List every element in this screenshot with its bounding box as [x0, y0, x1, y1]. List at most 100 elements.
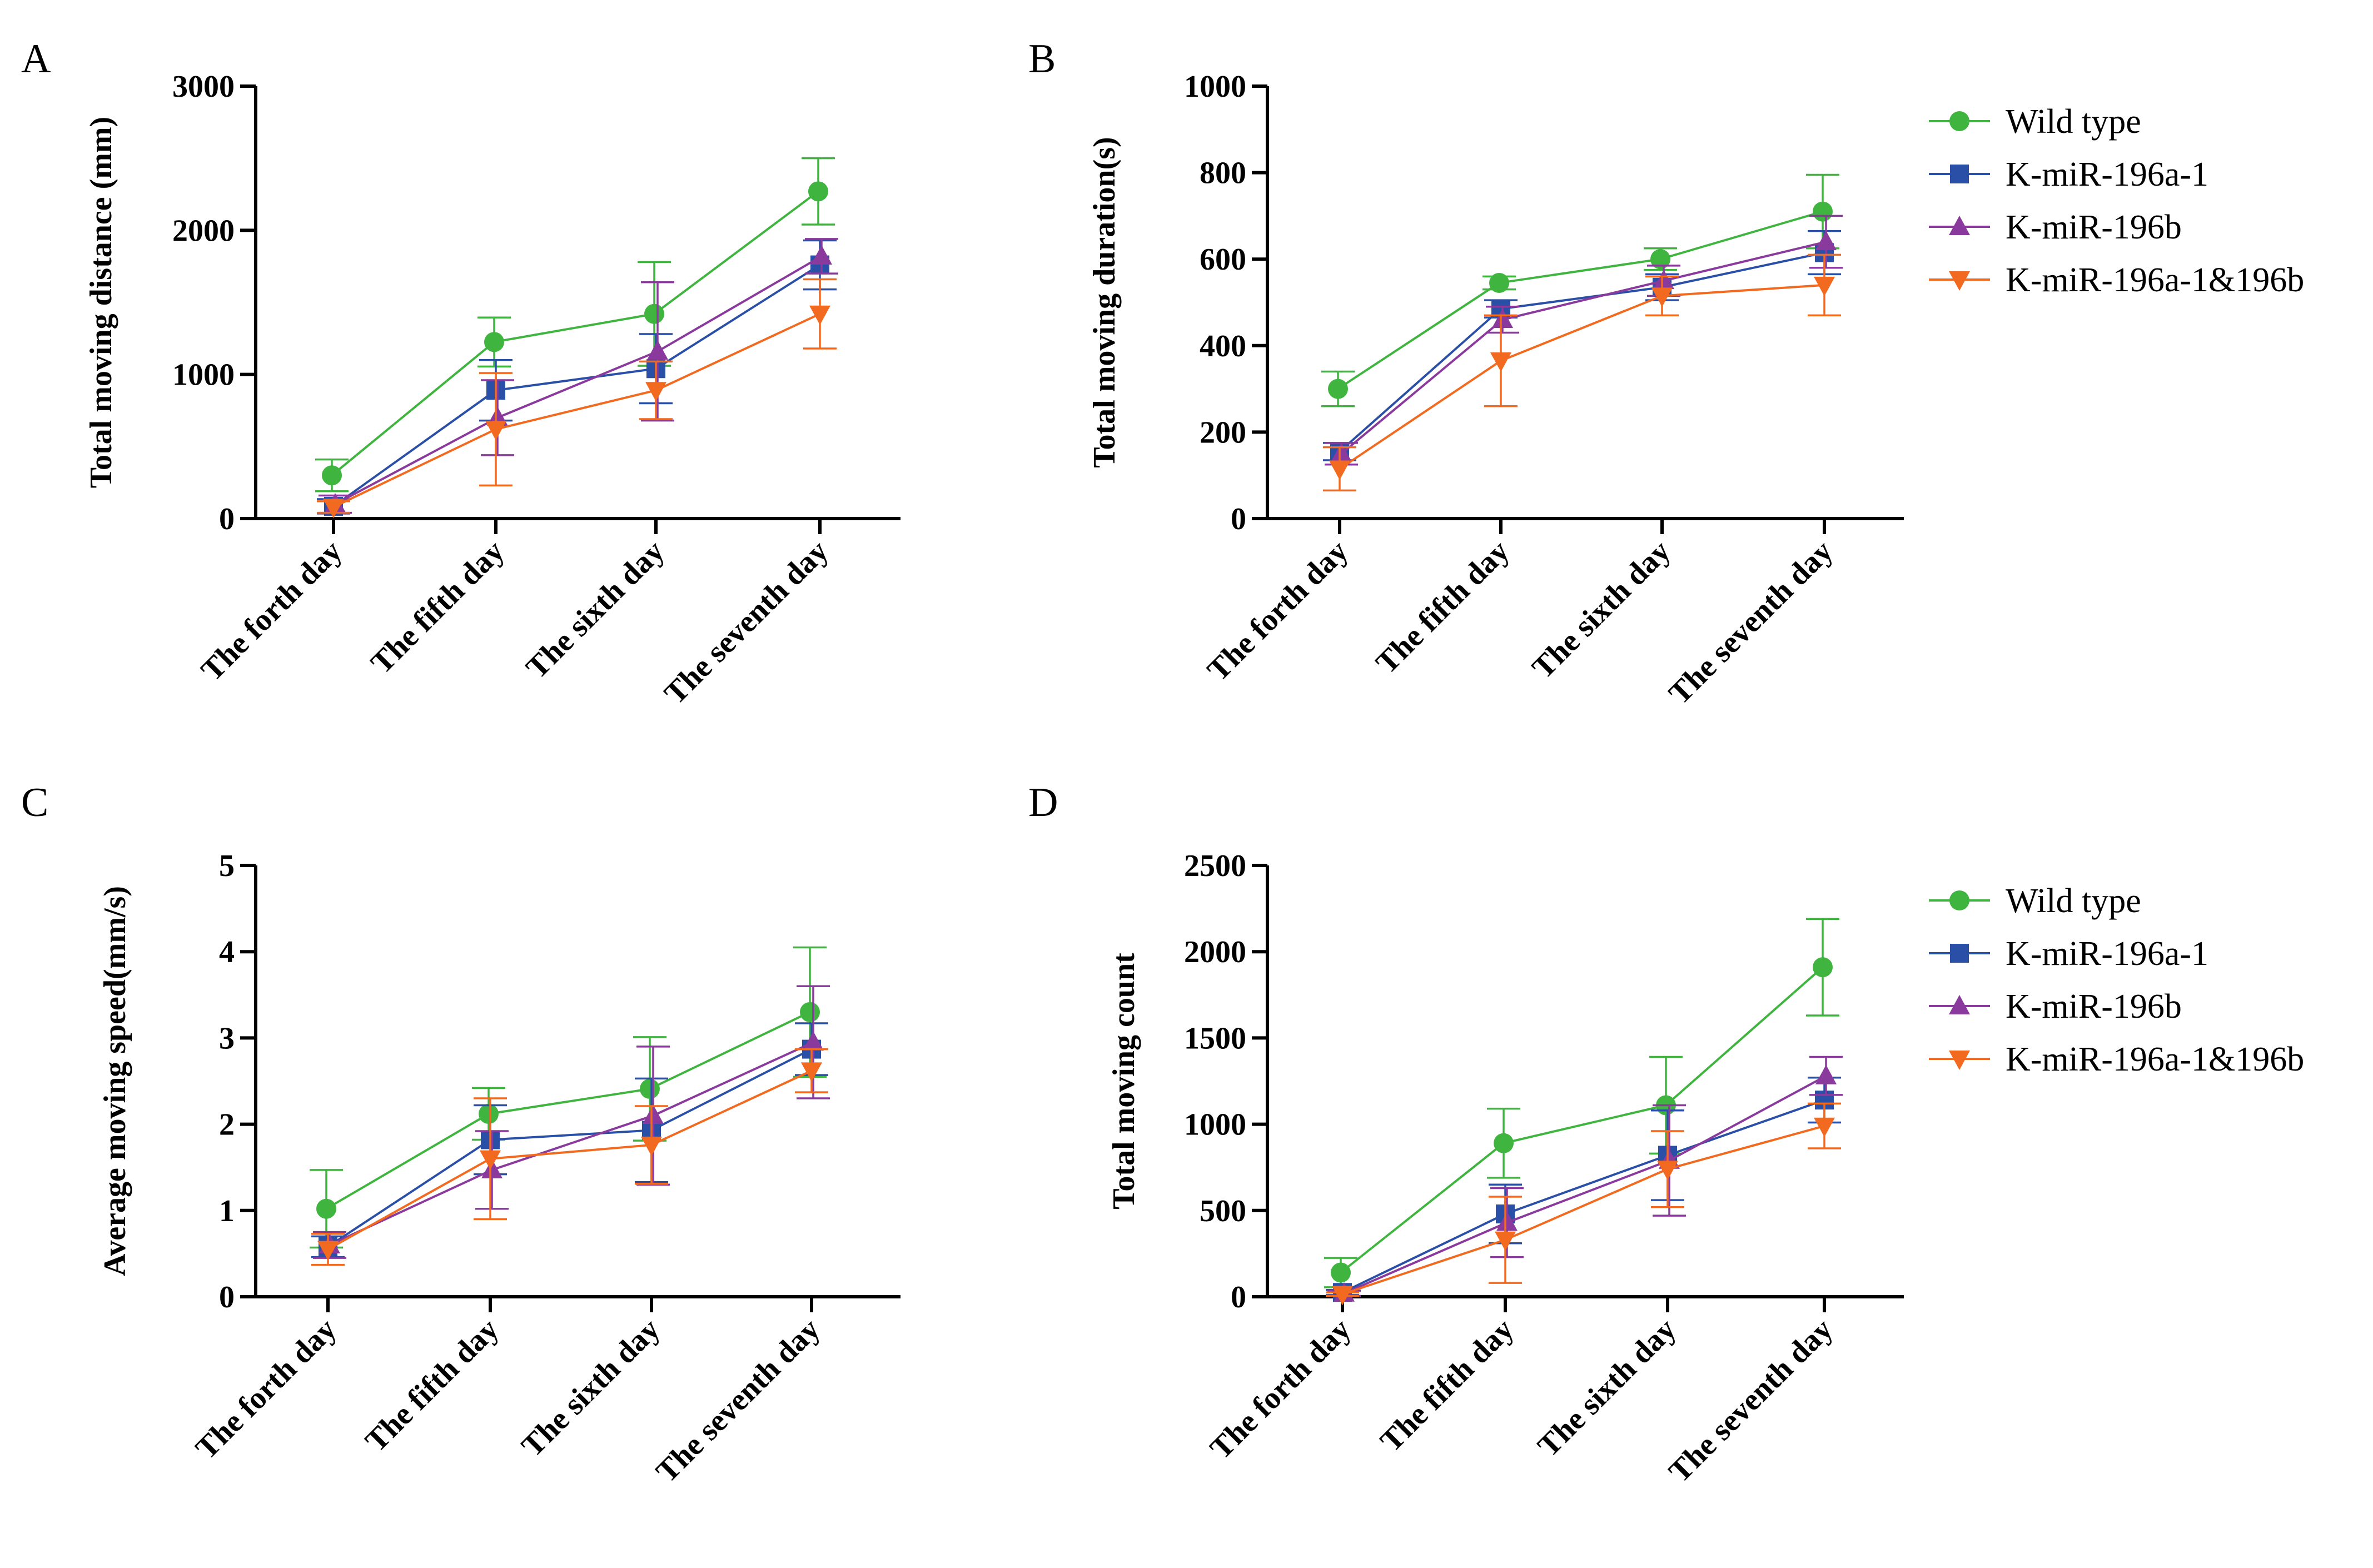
data-point [323, 499, 344, 519]
y-tick-label: 400 [1200, 329, 1246, 364]
panel-letter-a: A [21, 36, 51, 82]
series-k196ab [1323, 253, 1841, 492]
y-tick-label: 2 [219, 1108, 235, 1142]
series-k196a1 [1323, 230, 1841, 461]
legend-marker [1949, 890, 1969, 910]
data-point [1815, 1064, 1837, 1084]
data-point [1490, 352, 1511, 372]
chart-panel-c: 0 1 2 3 4 5 Average moving speed(mm/s) The fort… [98, 849, 901, 1489]
x-tick-label: The fifth day [359, 1312, 505, 1459]
x-tick-label: The sixth day [520, 534, 671, 685]
data-point [480, 1150, 501, 1170]
panel-letter-c: C [21, 780, 48, 825]
y-tick-label: 2500 [1184, 849, 1246, 883]
y-axis-label: Total moving count [1107, 953, 1141, 1209]
legend-label: K-miR-196a-1&196b [2006, 261, 2304, 299]
x-tick-label: The fifth day [1369, 534, 1516, 680]
y-tick-label: 600 [1200, 242, 1246, 277]
series-k196a1 [317, 239, 837, 516]
data-point [641, 1136, 662, 1156]
series-line [331, 190, 819, 476]
series-k196b [319, 238, 838, 514]
data-point [811, 245, 832, 265]
series-line [327, 1069, 812, 1251]
y-tick-label: 800 [1200, 156, 1246, 191]
legends: Wild type K-miR-196a-1 K-miR-196b K-miR-196… [1929, 103, 2304, 1078]
x-tick-label: The forth day [195, 534, 349, 688]
series-line [325, 1011, 810, 1210]
series-k196ab [1326, 1102, 1841, 1306]
data-point [644, 303, 664, 324]
y-tick-label: 1000 [172, 358, 235, 392]
data-point [1814, 276, 1835, 296]
series-line [1344, 1074, 1827, 1295]
legend-label: K-miR-196a-1 [2006, 935, 2208, 973]
legend-item: Wild type [1929, 103, 2141, 141]
legend-item: K-miR-196a-1&196b [1929, 1041, 2304, 1078]
data-point [1813, 201, 1833, 222]
y-tick-label: 1 [219, 1194, 235, 1228]
data-point [322, 465, 342, 486]
series-wild-type [1324, 918, 1839, 1288]
y-tick-label: 3000 [172, 69, 235, 104]
y-tick-label: 0 [1231, 502, 1246, 536]
x-tick-label: The forth day [189, 1312, 343, 1466]
y-axis-label: Total moving duration(s) [1087, 137, 1122, 467]
data-point [640, 1078, 660, 1099]
x-tick-label: The fifth day [1374, 1312, 1520, 1459]
series-wild-type [315, 157, 835, 492]
data-point [1813, 957, 1833, 978]
x-tick-label: The seventh day [1662, 534, 1839, 711]
series-line [332, 263, 821, 507]
y-tick-label: 0 [219, 1280, 235, 1315]
y-tick-label: 1500 [1184, 1021, 1246, 1056]
data-point [1331, 442, 1352, 462]
series-line [1339, 251, 1825, 452]
legend-marker [1950, 165, 1969, 183]
legend-label: Wild type [2006, 103, 2141, 141]
legend-item: K-miR-196a-1 [1929, 935, 2208, 973]
x-tick-label: The seventh day [1662, 1312, 1839, 1489]
legend-item: K-miR-196a-1 [1929, 156, 2208, 193]
series-wild-type [310, 946, 827, 1249]
x-tick-label: The forth day [1201, 534, 1355, 688]
legend-label: K-miR-196b [2006, 208, 2182, 246]
legend-label: Wild type [2006, 882, 2141, 920]
legend-marker [1949, 111, 1969, 131]
series-line [1342, 1124, 1825, 1296]
panel-letter-b: B [1028, 36, 1056, 82]
series-wild-type [1321, 173, 1839, 407]
series-k196a1 [311, 1022, 828, 1258]
x-tick-label: The sixth day [1531, 1312, 1683, 1464]
data-point [1328, 379, 1348, 399]
chart-panel-a: 0 1000 2000 3000 Total moving distance (mm) T… [84, 69, 901, 711]
data-point [1651, 287, 1673, 307]
data-point [1495, 1231, 1516, 1251]
legend-item: K-miR-196b [1929, 208, 2182, 246]
data-point [481, 1158, 503, 1178]
data-point [645, 382, 666, 402]
x-tick-label: The seventh day [649, 1312, 827, 1489]
series-k196ab [317, 278, 837, 519]
y-tick-label: 0 [219, 502, 235, 536]
legend-marker [1950, 944, 1969, 963]
data-point [479, 1103, 499, 1124]
data-point [1815, 231, 1837, 251]
series-k196b [1327, 1056, 1843, 1302]
y-tick-label: 0 [1231, 1280, 1246, 1315]
series-line [335, 255, 823, 505]
data-point [1494, 1133, 1514, 1153]
data-point [1492, 308, 1513, 328]
y-tick-label: 5 [219, 849, 235, 883]
data-point [1650, 249, 1670, 270]
series-line [1337, 210, 1823, 390]
data-point [801, 1062, 822, 1082]
y-tick-label: 2000 [1184, 935, 1246, 969]
data-point [316, 1198, 336, 1219]
legend-bottom: Wild type K-miR-196a-1 K-miR-196b K-miR-196… [1929, 882, 2304, 1078]
legend-label: K-miR-196b [2006, 988, 2182, 1026]
data-point [485, 421, 506, 441]
legend-item: K-miR-196a-1&196b [1929, 261, 2304, 299]
x-tick-label: The forth day [1203, 1312, 1357, 1466]
